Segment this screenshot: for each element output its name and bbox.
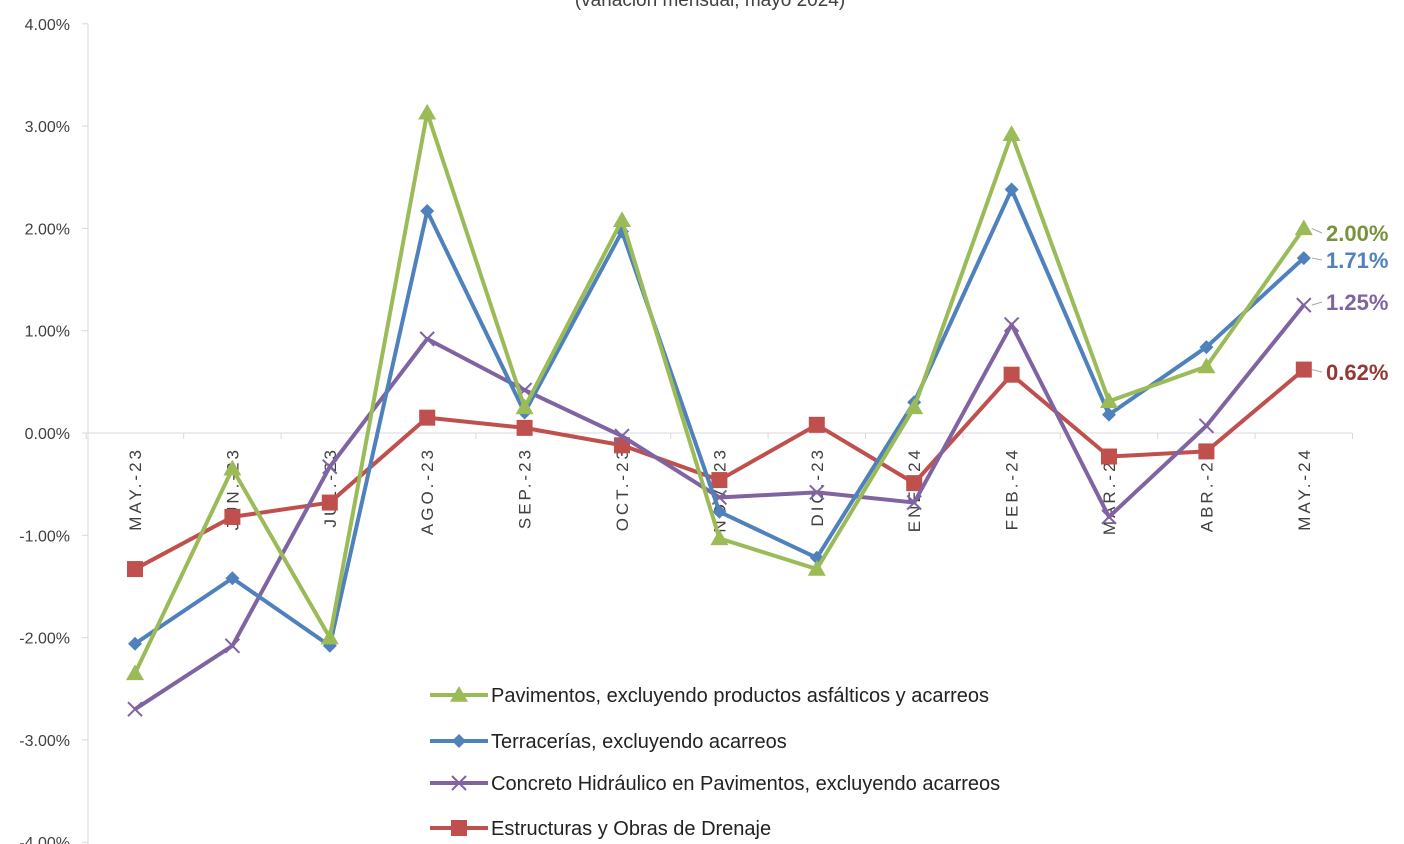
data-point (712, 504, 727, 519)
data-point (418, 103, 437, 120)
data-point (809, 484, 825, 501)
data-point (906, 494, 922, 511)
data-point (711, 472, 728, 489)
legend: Pavimentos, excluyendo productos asfálti… (430, 685, 1000, 840)
data-point (710, 529, 729, 546)
end-label-leader (1311, 257, 1323, 261)
data-point (452, 734, 466, 748)
data-point (1296, 297, 1312, 313)
y-tick-label: 4.00% (25, 17, 70, 34)
data-point (1101, 448, 1117, 465)
end-label-leader (1311, 301, 1323, 306)
data-point (614, 428, 630, 444)
data-point (1003, 366, 1020, 383)
y-tick-label: 1.00% (25, 324, 70, 341)
data-point (451, 775, 467, 791)
series-line (133, 187, 1306, 648)
data-point (420, 204, 435, 219)
y-tick-label: -4.00% (19, 835, 70, 844)
data-point (1100, 392, 1118, 409)
x-tick-label: MAY.-23 (126, 447, 145, 531)
data-point (1102, 407, 1116, 422)
end-value-label: 1.71% (1326, 248, 1388, 273)
end-label-leader (1311, 227, 1323, 234)
data-point (127, 561, 143, 578)
series-2 (128, 182, 1311, 653)
legend-label: Estructuras y Obras de Drenaje (491, 818, 771, 840)
data-point (905, 398, 924, 415)
data-point (1101, 509, 1117, 525)
y-tick-label: -1.00% (19, 528, 70, 545)
legend-item: Terracerías, excluyendo acarreos (430, 731, 787, 753)
data-point (224, 638, 241, 654)
series-1 (126, 103, 1313, 681)
y-tick-label: -2.00% (19, 631, 70, 648)
data-point (321, 494, 338, 511)
data-point (225, 571, 240, 586)
end-labels: 2.00%1.71% 1.25% 0.62% (1311, 221, 1388, 385)
x-tick-label: AGO.-23 (418, 447, 437, 535)
series-3 (127, 297, 1312, 717)
data-point (419, 409, 436, 426)
chart-subtitle: (variación mensual; mayo 2024) (575, 0, 845, 11)
end-value-label: 1.25% (1326, 290, 1388, 315)
data-point (1198, 418, 1215, 434)
data-point (320, 628, 339, 645)
data-point (419, 331, 435, 347)
data-point (1003, 316, 1020, 333)
end-value-label: 0.62% (1326, 360, 1388, 385)
data-point (1294, 219, 1313, 236)
data-point (613, 211, 631, 227)
x-tick-label: SEP.-23 (516, 447, 535, 529)
data-point (223, 459, 242, 476)
data-point (127, 701, 143, 717)
axes: 4.00% 3.00% 2.00% 1.00% 0.00% -1.00% -2.00% -3.… (19, 17, 1353, 844)
data-point (1197, 357, 1216, 374)
data-point (126, 664, 144, 681)
legend-label: Terracerías, excluyendo acarreos (491, 731, 787, 753)
data-point (1199, 340, 1214, 355)
legend-item: Concreto Hidráulico en Pavimentos, exclu… (430, 773, 1000, 795)
end-label-leader (1311, 369, 1323, 373)
legend-label: Concreto Hidráulico en Pavimentos, exclu… (491, 773, 1000, 795)
x-tick-label: FEB.-24 (1003, 447, 1022, 530)
y-tick-label: 2.00% (25, 221, 70, 238)
end-value-label: 2.00% (1326, 221, 1388, 246)
legend-item: Estructuras y Obras de Drenaje (430, 818, 771, 840)
data-point (1198, 443, 1215, 460)
data-point (451, 820, 467, 836)
y-tick-label: 0.00% (25, 426, 70, 443)
x-tick-label: MAY.-24 (1295, 447, 1314, 531)
data-point (1295, 361, 1312, 378)
x-tick-label: OCT.-23 (613, 447, 632, 531)
data-point (128, 636, 142, 651)
data-point (224, 508, 241, 525)
data-point (807, 560, 826, 576)
data-point (450, 686, 468, 702)
data-point (515, 398, 534, 415)
y-tick-label: -3.00% (19, 733, 70, 750)
series-line (133, 110, 1306, 675)
data-point (808, 416, 825, 433)
legend-label: Pavimentos, excluyendo productos asfálti… (491, 685, 989, 707)
x-tick-label: ABR.-24 (1197, 447, 1216, 532)
legend-item: Pavimentos, excluyendo productos asfálti… (430, 685, 989, 707)
data-point (906, 475, 923, 492)
data-point (322, 459, 338, 475)
data-point (1002, 125, 1021, 142)
data-point (1296, 251, 1311, 266)
y-tick-label: 3.00% (25, 119, 70, 136)
data-point (516, 419, 533, 436)
x-tick-label: DIC.-23 (808, 447, 827, 527)
series-layer (126, 103, 1313, 717)
data-point (1004, 182, 1019, 197)
